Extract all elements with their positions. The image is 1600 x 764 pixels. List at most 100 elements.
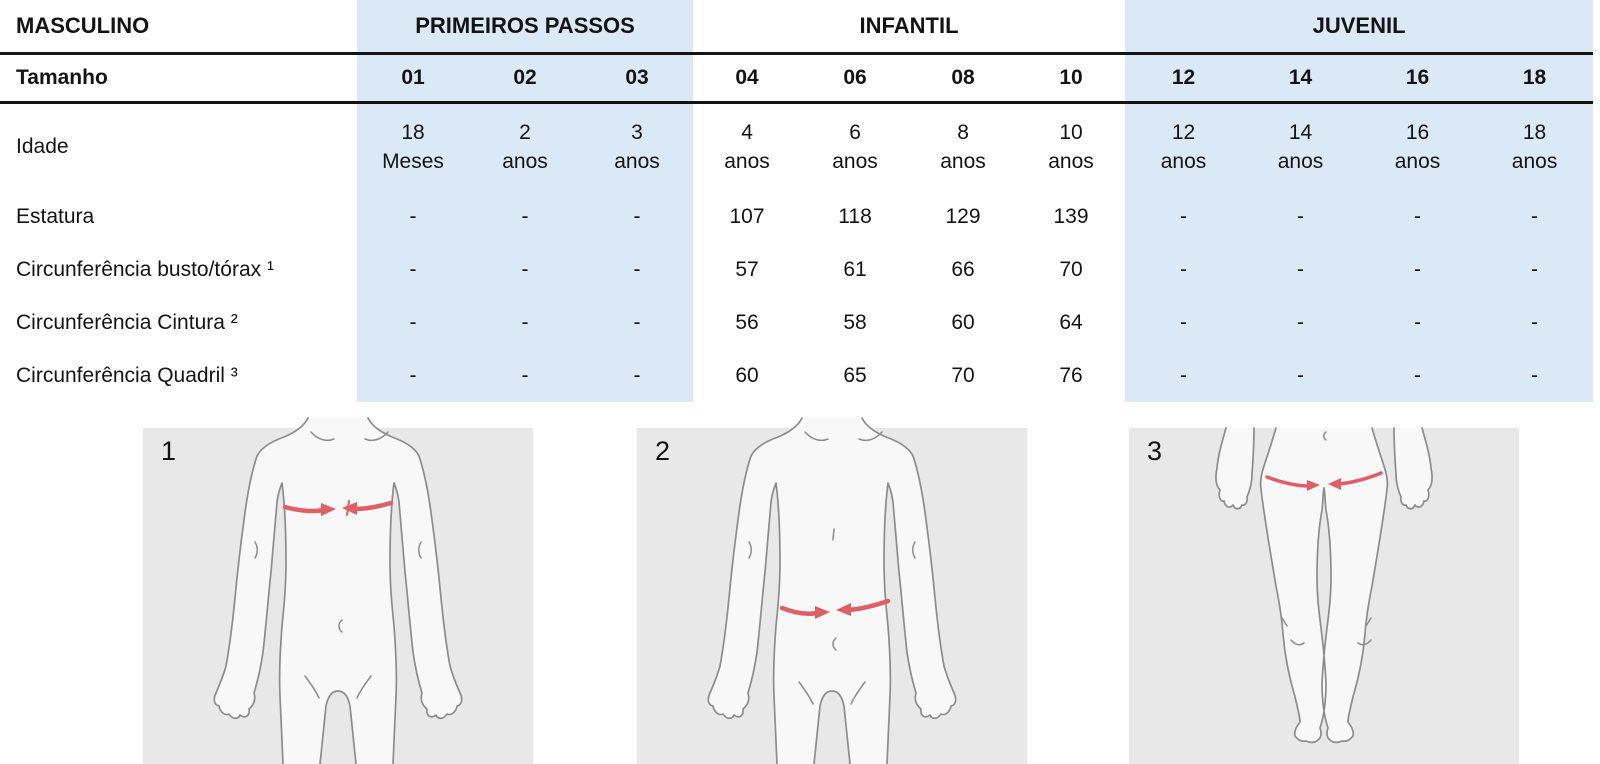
value-cell: 60 — [951, 310, 975, 334]
value-cell: - — [357, 243, 469, 296]
body-torso-chest-diagram — [213, 417, 463, 764]
size-cell: 06 — [801, 53, 910, 104]
size-cell: 02 — [469, 53, 581, 104]
value-cell: 60 — [735, 363, 759, 387]
arrowhead-left-icon — [1328, 478, 1341, 490]
body-torso-waist-diagram — [707, 417, 957, 764]
value-cell: - — [469, 243, 581, 296]
arrowhead-right-icon — [815, 606, 830, 619]
hip-row: Circunferência Quadril ³ - - - 60 65 70 … — [0, 349, 1594, 402]
value-cell: 65 — [843, 363, 867, 387]
value-cell: 70 — [1059, 257, 1083, 281]
size-cell: 14 — [1242, 53, 1360, 104]
size-cell: 18 — [1476, 53, 1594, 104]
waist-row: Circunferência Cintura ² - - - 56 58 60 … — [0, 296, 1594, 349]
value-cell: - — [581, 190, 694, 243]
age-cell: 2 anos — [469, 102, 581, 190]
value-cell: 76 — [1059, 363, 1083, 387]
value-cell: - — [1359, 243, 1477, 296]
age-cell: 6 anos — [832, 120, 878, 173]
value-cell: - — [1476, 349, 1594, 402]
value-cell: - — [1359, 349, 1477, 402]
group-header-row: MASCULINO PRIMEIROS PASSOS INFANTIL JUVE… — [0, 0, 1594, 55]
value-cell: 107 — [729, 204, 765, 228]
age-cell: 18 anos — [1476, 102, 1594, 190]
arrowhead-left-icon — [836, 603, 851, 616]
value-cell: - — [357, 190, 469, 243]
value-cell: - — [1242, 296, 1360, 349]
size-cell: 10 — [1017, 53, 1126, 104]
size-row: Tamanho 01 02 03 04 06 08 10 12 14 16 18 — [0, 53, 1594, 104]
value-cell: - — [469, 349, 581, 402]
value-cell: 56 — [735, 310, 759, 334]
size-cell: 12 — [1125, 53, 1243, 104]
value-cell: - — [581, 349, 694, 402]
height-row: Estatura - - - 107 118 129 139 - - - - — [0, 190, 1594, 243]
value-cell: - — [1242, 190, 1360, 243]
value-cell: 61 — [843, 257, 867, 281]
value-cell: - — [1125, 243, 1243, 296]
value-cell: 129 — [945, 204, 981, 228]
value-cell: 139 — [1053, 204, 1089, 228]
value-cell: - — [357, 296, 469, 349]
measurement-figures: 1 2 3 — [0, 417, 1600, 764]
value-cell: 70 — [951, 363, 975, 387]
value-cell: - — [1242, 243, 1360, 296]
value-cell: - — [1242, 349, 1360, 402]
figure-panel-chest: 1 — [143, 417, 533, 764]
value-cell: - — [1476, 190, 1594, 243]
value-cell: - — [469, 190, 581, 243]
size-cell: 01 — [357, 53, 469, 104]
value-cell: - — [581, 296, 694, 349]
body-legs-hip-diagram — [1215, 427, 1433, 744]
row-label: Circunferência busto/tórax ¹ — [16, 257, 274, 281]
value-cell: - — [1476, 296, 1594, 349]
value-cell: - — [1359, 190, 1477, 243]
age-cell: 10 anos — [1048, 120, 1094, 173]
row-label: Circunferência Cintura ² — [16, 310, 238, 334]
age-cell: 14 anos — [1242, 102, 1360, 190]
size-row-label: Tamanho — [0, 53, 357, 104]
size-cell: 16 — [1359, 53, 1477, 104]
age-cell: 18 Meses — [357, 102, 469, 190]
figure-number: 2 — [655, 436, 671, 466]
row-label: Idade — [16, 135, 69, 159]
arrowhead-right-icon — [1307, 480, 1320, 491]
value-cell: - — [581, 243, 694, 296]
value-cell: - — [1125, 349, 1243, 402]
hip-measure-line — [1265, 475, 1311, 488]
group-header-infantil: INFANTIL — [693, 0, 1126, 55]
figure-number: 3 — [1147, 436, 1163, 466]
value-cell: - — [1125, 296, 1243, 349]
value-cell: 118 — [838, 204, 872, 228]
size-table: MASCULINO PRIMEIROS PASSOS INFANTIL JUVE… — [0, 0, 1594, 402]
gender-header: MASCULINO — [0, 0, 357, 55]
age-cell: 16 anos — [1359, 102, 1477, 190]
waist-measure-line — [779, 605, 820, 617]
age-cell: 12 anos — [1125, 102, 1243, 190]
age-cell: 8 anos — [940, 120, 986, 173]
size-cell: 08 — [909, 53, 1018, 104]
chest-row: Circunferência busto/tórax ¹ - - - 57 61… — [0, 243, 1594, 296]
value-cell: - — [1125, 190, 1243, 243]
row-label: Estatura — [16, 204, 95, 228]
value-cell: - — [1359, 296, 1477, 349]
value-cell: - — [357, 349, 469, 402]
figure-number: 1 — [161, 436, 177, 466]
size-cell: 04 — [693, 53, 802, 104]
figure-panel-waist: 2 — [637, 417, 1027, 764]
chest-measure-line — [282, 504, 326, 514]
value-cell: 58 — [843, 310, 867, 334]
arrowhead-left-icon — [342, 502, 357, 515]
value-cell: 57 — [735, 257, 759, 281]
value-cell: 66 — [951, 257, 975, 281]
value-cell: 64 — [1059, 310, 1083, 334]
size-cell: 03 — [581, 53, 694, 104]
age-cell: 4 anos — [724, 120, 770, 173]
group-header-primeiros-passos: PRIMEIROS PASSOS — [357, 0, 694, 55]
figure-panel-hip: 3 — [1129, 427, 1519, 764]
group-header-juvenil: JUVENIL — [1125, 0, 1594, 55]
row-label: Circunferência Quadril ³ — [16, 363, 238, 387]
arrowhead-right-icon — [321, 503, 336, 516]
